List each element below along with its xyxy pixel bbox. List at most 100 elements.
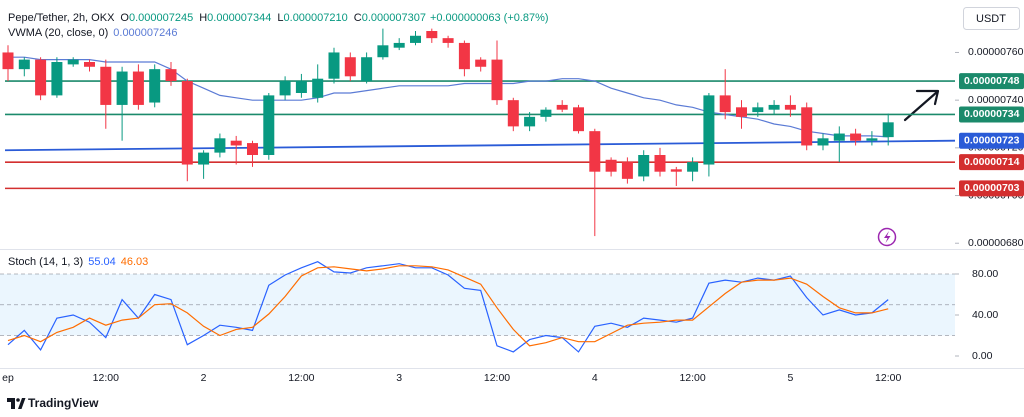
y-tick-label: 0.00 (972, 350, 993, 362)
candle-body (35, 59, 47, 96)
candle-body (410, 35, 421, 43)
trend-badge (959, 132, 1024, 149)
x-tick-label: 5 (787, 372, 793, 384)
candle-body (230, 140, 242, 146)
candle-body (703, 95, 715, 165)
candle-body (247, 143, 258, 155)
candle-body (784, 104, 796, 110)
candle-body (328, 52, 340, 79)
candle-body (198, 152, 210, 165)
y-tick-label: 80.00 (972, 268, 998, 280)
level-badge (959, 106, 1024, 123)
trend-line (4, 139, 956, 152)
currency-box[interactable] (963, 7, 1020, 30)
candle-body (475, 59, 487, 67)
trend-badge-label: 0.00000723 (964, 134, 1020, 146)
candle-body (18, 59, 30, 70)
candle-body (605, 159, 617, 172)
change-value: +0.000000063 (+0.87%) (430, 12, 549, 24)
candle-body (817, 138, 829, 146)
candle-body (833, 133, 845, 141)
candle-body (638, 155, 650, 177)
x-tick-label: 12:00 (679, 372, 705, 384)
x-tick-label: 2 (201, 372, 207, 384)
arrow-drawing (903, 89, 940, 122)
candle-body (344, 57, 356, 77)
candle-body (214, 138, 226, 153)
stoch-legend: Stoch (14, 1, 3) 55.04 46.03 (8, 256, 148, 268)
ohlc-key: L (277, 12, 283, 24)
candle-body (181, 81, 193, 165)
candle-body (458, 42, 470, 70)
y-tick-label: 0.00000680 (968, 237, 1024, 249)
overlay-value: 0.000007246 (113, 27, 177, 39)
candle-body (426, 31, 438, 39)
branding-text: TradingView (28, 396, 99, 410)
candle-body (507, 100, 519, 127)
overlay-name: VWMA (20, close, 0) (8, 27, 108, 39)
legend-row: Pepe/Tether, 2h, OKX O0.000007245 H0.00000… (8, 12, 549, 24)
x-tick-label: 3 (396, 372, 402, 384)
candle-body (377, 45, 389, 58)
x-tick-label: 4 (592, 372, 598, 384)
candle-body (768, 104, 780, 110)
candle-body (882, 122, 894, 138)
candle-body (295, 81, 307, 93)
ohlc-key: O (120, 12, 129, 24)
tradingview-logo (7, 398, 26, 409)
chart-title: Pepe/Tether, 2h, OKX (8, 12, 115, 24)
candle-body (736, 107, 747, 117)
candle-body (279, 81, 291, 96)
level-badge (959, 154, 1024, 171)
candle-body (393, 42, 405, 48)
y-tick-label: 0.00000760 (968, 46, 1024, 58)
candle-body (524, 116, 536, 127)
x-tick-label: 12:00 (875, 372, 901, 384)
candle-body (2, 52, 14, 70)
x-tick-label: 12:00 (484, 372, 510, 384)
level-badge-label: 0.00000748 (964, 75, 1020, 87)
candle-body (51, 62, 63, 96)
candle-body (132, 71, 144, 105)
candle-body (361, 57, 373, 82)
candle-body (670, 169, 682, 172)
candle-body (84, 62, 95, 67)
x-tick-label: 12:00 (93, 372, 119, 384)
level-badge (959, 73, 1024, 90)
candle-body (866, 138, 878, 141)
ohlc-key: C (354, 12, 362, 24)
candle-body (556, 104, 568, 110)
candle-body (116, 71, 128, 105)
level-badge (959, 180, 1024, 197)
ohlc-key: H (199, 12, 207, 24)
level-badge-label: 0.00000714 (964, 156, 1020, 168)
candle-body (573, 107, 584, 132)
candle-body (719, 95, 731, 113)
candle-body (312, 78, 324, 98)
y-tick-label: 0.00000740 (968, 94, 1024, 106)
candle-body (263, 95, 275, 155)
overlay-legend: VWMA (20, close, 0) 0.000007246 (8, 27, 178, 39)
candle-body (589, 131, 601, 172)
candle-body (621, 162, 633, 179)
candle-body (442, 38, 454, 43)
candle-body (752, 107, 764, 113)
ohlc-value: 0.000007344 (207, 12, 271, 24)
lightning-icon[interactable] (877, 227, 897, 247)
level-badge-label: 0.00000734 (964, 108, 1020, 120)
candle-body (801, 107, 813, 146)
level-badge-label: 0.00000703 (964, 182, 1020, 194)
stoch-title: Stoch (14, 1, 3) (8, 256, 83, 268)
candle-body (687, 162, 699, 172)
candle-body (67, 59, 79, 65)
ohlc-value: 0.000007245 (129, 12, 193, 24)
stoch-value: 55.04 (88, 256, 116, 268)
candle-body (491, 59, 503, 101)
candle-body (654, 155, 666, 172)
x-tick-label: 12:00 (288, 372, 314, 384)
y-tick-label: 40.00 (972, 309, 998, 321)
candle-body (165, 69, 177, 82)
currency-label: USDT (976, 13, 1006, 25)
